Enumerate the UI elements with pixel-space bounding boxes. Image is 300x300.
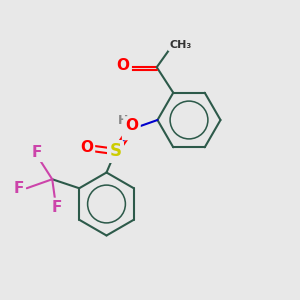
Text: F: F [13,181,23,196]
Text: N: N [124,123,137,138]
Text: CH₃: CH₃ [169,40,192,50]
Text: F: F [32,145,42,160]
Text: F: F [52,200,62,215]
Text: S: S [110,142,122,160]
Text: O: O [125,118,139,134]
Text: O: O [80,140,93,154]
Text: H: H [118,114,128,127]
Text: O: O [117,58,130,73]
